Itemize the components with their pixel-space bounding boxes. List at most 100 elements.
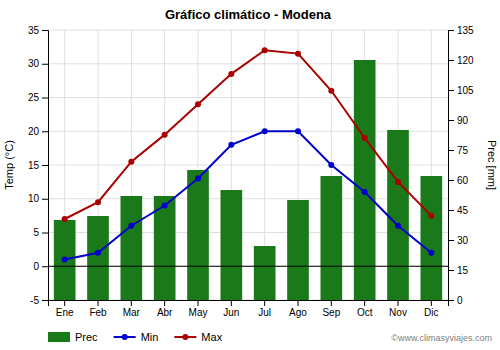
tick-mark <box>42 98 48 99</box>
marker <box>295 51 301 57</box>
marker <box>128 159 134 165</box>
tick-label: -5 <box>30 295 39 306</box>
bar <box>154 196 176 300</box>
tick-mark <box>42 266 48 267</box>
tick-mark <box>448 90 454 91</box>
axis-line <box>449 31 455 301</box>
tick: Jul <box>258 300 271 318</box>
tick-mark <box>398 300 399 306</box>
marks <box>48 47 448 300</box>
tick: 105 <box>448 85 474 96</box>
marker <box>328 88 334 94</box>
tick-label: 10 <box>28 193 40 204</box>
tick: Dic <box>424 300 438 318</box>
tick: Ene <box>56 300 74 318</box>
tick: Jun <box>223 300 239 318</box>
tick: May <box>189 300 208 318</box>
tick-mark <box>448 30 454 31</box>
tick-mark <box>448 300 454 301</box>
tick: 30 <box>448 235 469 246</box>
tick: Mar <box>123 300 141 318</box>
marker <box>195 101 201 107</box>
tick-label: 120 <box>457 55 474 66</box>
legend-marker <box>182 334 188 340</box>
y-axis-title: Temp (°C) <box>3 140 15 190</box>
tick-label: 15 <box>457 265 469 276</box>
tick-label: 20 <box>28 126 40 137</box>
tick-label: 75 <box>457 145 469 156</box>
tick-label: 45 <box>457 205 469 216</box>
tick-label: 0 <box>457 295 463 306</box>
tick: 10 <box>28 193 48 204</box>
tick-mark <box>448 240 454 241</box>
line-series <box>62 47 435 222</box>
marker <box>295 128 301 134</box>
marker <box>262 128 268 134</box>
title: Gráfico climático - Modena <box>165 7 332 22</box>
tick: 15 <box>448 265 469 276</box>
tick-label: 25 <box>28 92 40 103</box>
legend: PrecMinMax <box>48 331 223 343</box>
marker <box>228 142 234 148</box>
tick: Oct <box>357 300 373 318</box>
legend-item: Prec <box>48 331 98 343</box>
tick: 90 <box>448 115 469 126</box>
tick-label: Ago <box>289 307 307 318</box>
tick-label: 15 <box>28 160 40 171</box>
tick-mark <box>448 270 454 271</box>
marker <box>162 132 168 138</box>
tick-mark <box>448 150 454 151</box>
tick: 35 <box>28 25 48 36</box>
marker <box>362 189 368 195</box>
tick-mark <box>42 165 48 166</box>
tick-mark <box>448 180 454 181</box>
tick-label: 135 <box>457 25 474 36</box>
bar-series <box>54 60 442 300</box>
tick-mark <box>431 300 432 306</box>
tick-mark <box>42 64 48 65</box>
tick: 60 <box>448 175 469 186</box>
marker <box>395 223 401 229</box>
tick-mark <box>448 210 454 211</box>
marker <box>428 250 434 256</box>
x-axis: EneFebMarAbrMayJunJulAgoSepOctNovDic <box>49 300 449 318</box>
tick-mark <box>42 30 48 31</box>
tick-label: May <box>189 307 208 318</box>
tick-label: 30 <box>28 58 40 69</box>
tick: 75 <box>448 145 469 156</box>
tick: Abr <box>157 300 173 318</box>
tick: 15 <box>28 160 48 171</box>
line <box>65 131 432 259</box>
marker <box>195 176 201 182</box>
axis-line <box>42 31 49 301</box>
bar <box>87 216 109 300</box>
marker <box>162 203 168 209</box>
tick-label: 60 <box>457 175 469 186</box>
legend-label: Max <box>201 331 222 343</box>
bar <box>387 130 409 300</box>
tick-label: 35 <box>28 25 40 36</box>
tick-mark <box>448 120 454 121</box>
grid-line <box>48 30 448 31</box>
bar <box>421 176 443 300</box>
tick: 0 <box>448 295 463 306</box>
marker <box>395 179 401 185</box>
tick-label: Ene <box>56 307 74 318</box>
tick-mark <box>448 60 454 61</box>
grid-line <box>48 97 448 98</box>
marker <box>128 223 134 229</box>
tick-mark <box>364 300 365 306</box>
grid-line <box>48 63 448 64</box>
zero-line <box>48 266 448 267</box>
line-series <box>62 128 435 262</box>
tick-mark <box>42 233 48 234</box>
chart: EneFebMarAbrMayJunJulAgoSepOctNovDic-505… <box>0 0 500 350</box>
plot: EneFebMarAbrMayJunJulAgoSepOctNovDic-505… <box>28 25 474 318</box>
tick: 0 <box>33 261 48 272</box>
legend-label: Prec <box>75 331 98 343</box>
y2-axis: 0 15 30 45 60 75 90 105 120 135 <box>448 25 474 306</box>
grid-line <box>48 266 448 267</box>
tick-label: Jun <box>223 307 239 318</box>
tick: Ago <box>289 300 307 318</box>
tick: 135 <box>448 25 474 36</box>
